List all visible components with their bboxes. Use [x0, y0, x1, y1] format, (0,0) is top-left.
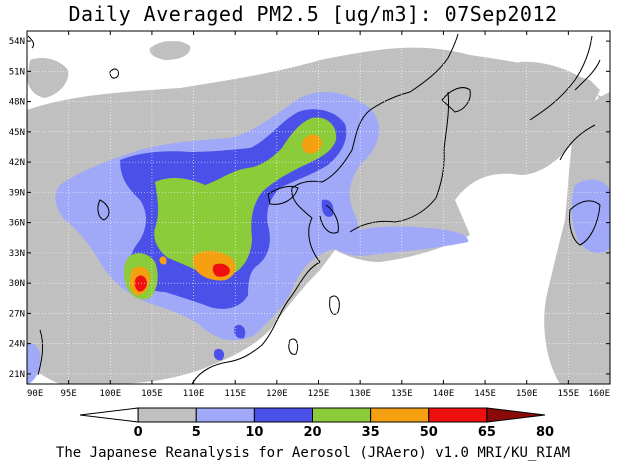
footer-credit: The Japanese Reanalysis for Aerosol (JRA…: [55, 445, 571, 461]
lat-label: 54N: [9, 37, 25, 47]
lat-label: 45N: [9, 128, 25, 138]
lat-label: 48N: [9, 98, 25, 108]
lat-label: 21N: [9, 370, 25, 380]
colorbar-label: 65: [478, 425, 496, 440]
colorbar-swatch: [79, 407, 139, 423]
coastline: [27, 33, 601, 384]
lon-label: 110E: [183, 389, 205, 399]
lon-label: 90E: [27, 389, 43, 399]
lat-label: 42N: [9, 158, 25, 168]
lat-label: 33N: [9, 249, 25, 259]
colorbar-label: 0: [134, 425, 143, 440]
colorbar-swatch: [428, 407, 488, 423]
lon-label: 125E: [308, 389, 330, 399]
colorbar-swatch: [486, 407, 546, 423]
contour-level-65: [134, 263, 230, 292]
lat-label: 27N: [9, 309, 25, 319]
lon-label: 95E: [61, 389, 77, 399]
lon-label: 100E: [99, 389, 121, 399]
lon-label: 130E: [349, 389, 371, 399]
lon-label: 160E: [588, 389, 610, 399]
colorbar-label: 80: [536, 425, 554, 440]
lon-label: 115E: [224, 389, 246, 399]
lon-label: 150E: [516, 389, 538, 399]
colorbar: 0 5 10 20 35 50 65 80: [79, 407, 554, 440]
lon-label: 145E: [474, 389, 496, 399]
lat-label: 51N: [9, 67, 25, 77]
colorbar-label: 50: [420, 425, 438, 440]
colorbar-swatch: [253, 407, 313, 423]
colorbar-label: 35: [362, 425, 380, 440]
longitude-labels: 90E 95E 100E 105E 110E 115E 120E 125E 130E 135E 14…: [26, 31, 611, 399]
colorbar-label: 10: [245, 425, 263, 440]
map-title: Daily Averaged PM2.5 [ug/m3]: 07Sep2012: [68, 2, 558, 26]
colorbar-swatch: [195, 407, 255, 423]
pm25-field: [27, 40, 610, 384]
lat-label: 30N: [9, 279, 25, 289]
colorbar-label: 20: [303, 425, 321, 440]
lat-label: 36N: [9, 219, 25, 229]
colorbar-swatch: [312, 407, 372, 423]
lon-label: 140E: [433, 389, 455, 399]
colorbar-swatch: [137, 407, 197, 423]
colorbar-swatch: [370, 407, 430, 423]
lat-label: 24N: [9, 340, 25, 350]
lon-label: 105E: [141, 389, 163, 399]
lon-label: 135E: [391, 389, 413, 399]
latitude-labels: 54N 51N 48N 45N 42N 39N 36N 33N 30N 27N 24N 21N: [9, 37, 610, 380]
lon-label: 155E: [558, 389, 580, 399]
colorbar-label: 5: [192, 425, 201, 440]
lon-label: 120E: [266, 389, 288, 399]
lat-label: 39N: [9, 188, 25, 198]
